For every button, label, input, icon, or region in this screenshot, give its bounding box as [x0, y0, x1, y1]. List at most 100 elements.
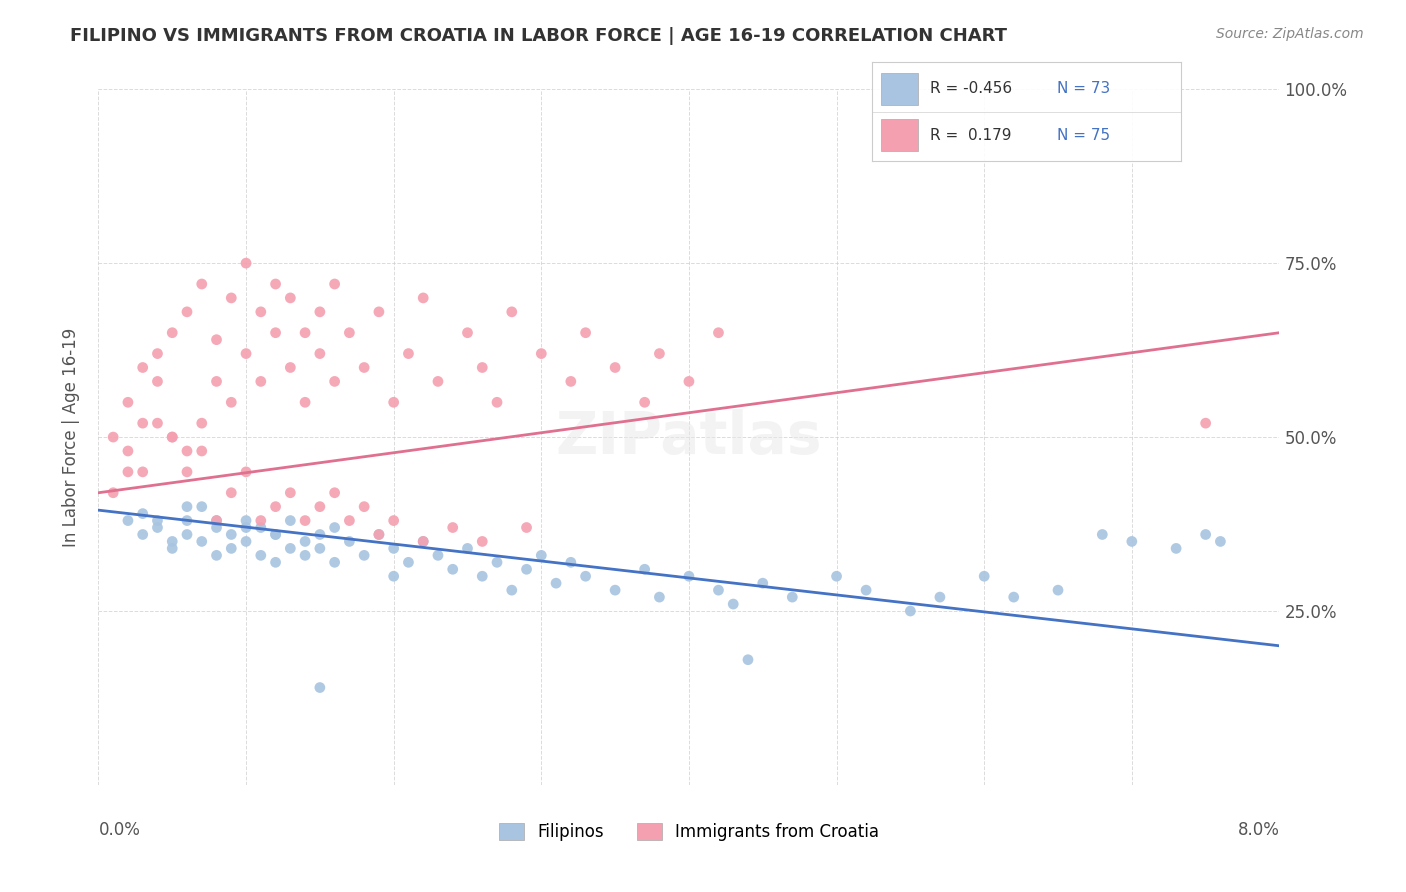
Point — [515, 520, 537, 534]
Point — [973, 569, 995, 583]
Point — [530, 346, 553, 360]
Point — [412, 534, 434, 549]
Point — [323, 520, 346, 534]
Point — [471, 360, 494, 375]
Text: Source: ZipAtlas.com: Source: ZipAtlas.com — [1216, 27, 1364, 41]
Point — [294, 514, 316, 528]
Point — [219, 395, 242, 409]
Point — [103, 485, 125, 500]
Point — [382, 514, 405, 528]
Point — [1046, 583, 1069, 598]
Point — [855, 583, 877, 598]
Point — [1121, 534, 1143, 549]
Point — [250, 549, 273, 563]
Point — [162, 541, 183, 556]
Point — [441, 562, 464, 576]
Point — [146, 520, 169, 534]
Point — [367, 527, 389, 541]
Point — [337, 534, 360, 549]
Point — [648, 346, 671, 360]
Point — [219, 291, 242, 305]
Point — [928, 590, 950, 604]
Point — [426, 549, 449, 563]
Point — [308, 527, 332, 541]
Point — [250, 514, 273, 528]
Point — [530, 549, 553, 563]
Text: R = -0.456: R = -0.456 — [931, 81, 1012, 96]
Point — [205, 520, 228, 534]
Point — [426, 375, 449, 389]
Point — [132, 465, 155, 479]
FancyBboxPatch shape — [882, 120, 918, 151]
Point — [678, 375, 700, 389]
Point — [1002, 590, 1025, 604]
Point — [721, 597, 744, 611]
Point — [485, 555, 508, 569]
Point — [337, 514, 360, 528]
Point — [117, 395, 139, 409]
Point — [560, 555, 582, 569]
Point — [205, 514, 228, 528]
Point — [176, 465, 198, 479]
Point — [250, 375, 273, 389]
Point — [900, 604, 922, 618]
Point — [250, 520, 273, 534]
Point — [191, 416, 214, 430]
Point — [382, 569, 405, 583]
Point — [1091, 527, 1114, 541]
Point — [441, 520, 464, 534]
Point — [278, 360, 302, 375]
Text: ZIPatlas: ZIPatlas — [555, 409, 823, 466]
Point — [235, 520, 257, 534]
Point — [176, 305, 198, 319]
Point — [707, 326, 730, 340]
Point — [264, 527, 287, 541]
Point — [294, 549, 316, 563]
Point — [176, 514, 198, 528]
Point — [367, 527, 389, 541]
Text: N = 73: N = 73 — [1057, 81, 1111, 96]
Point — [485, 395, 508, 409]
Text: 8.0%: 8.0% — [1237, 821, 1279, 838]
Point — [176, 500, 198, 514]
Point — [560, 375, 582, 389]
Point — [162, 430, 183, 444]
Point — [219, 541, 242, 556]
Point — [191, 444, 214, 458]
Point — [707, 583, 730, 598]
Y-axis label: In Labor Force | Age 16-19: In Labor Force | Age 16-19 — [62, 327, 80, 547]
Point — [278, 541, 302, 556]
Point — [132, 527, 155, 541]
Point — [191, 500, 214, 514]
Point — [1164, 541, 1187, 556]
Point — [278, 514, 302, 528]
Point — [235, 514, 257, 528]
Point — [117, 444, 139, 458]
Legend: Filipinos, Immigrants from Croatia: Filipinos, Immigrants from Croatia — [492, 816, 886, 848]
Point — [308, 305, 332, 319]
Point — [323, 375, 346, 389]
Point — [191, 534, 214, 549]
Point — [278, 485, 302, 500]
Point — [176, 444, 198, 458]
Point — [323, 555, 346, 569]
Point — [250, 305, 273, 319]
Point — [353, 360, 375, 375]
Point — [412, 291, 434, 305]
Point — [235, 465, 257, 479]
Point — [205, 514, 228, 528]
Point — [456, 326, 478, 340]
Point — [396, 346, 419, 360]
Point — [308, 500, 332, 514]
Point — [501, 583, 523, 598]
Point — [605, 360, 627, 375]
Point — [264, 277, 287, 291]
Point — [633, 395, 655, 409]
Point — [396, 555, 419, 569]
Point — [132, 507, 155, 521]
Point — [308, 346, 332, 360]
Point — [264, 527, 287, 541]
Point — [456, 541, 478, 556]
Point — [737, 653, 759, 667]
Point — [1194, 416, 1216, 430]
